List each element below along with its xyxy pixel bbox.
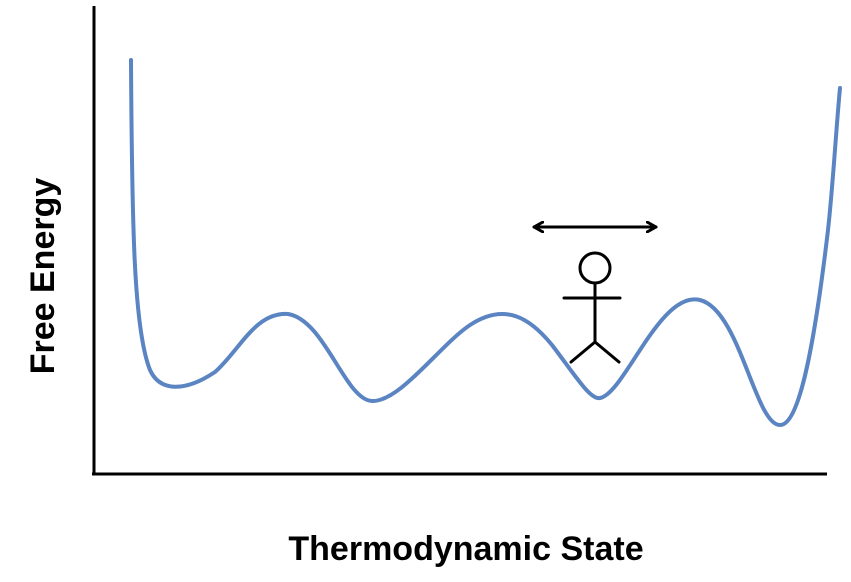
x-axis-label: Thermodynamic State bbox=[288, 530, 643, 568]
stick-figure-left-leg bbox=[569, 340, 597, 364]
stick-figure-right-leg bbox=[593, 340, 621, 364]
y-axis-label: Free Energy bbox=[24, 178, 62, 375]
stick-figure bbox=[562, 251, 622, 364]
free-energy-curve bbox=[129, 58, 842, 427]
stick-figure-head bbox=[578, 251, 612, 285]
